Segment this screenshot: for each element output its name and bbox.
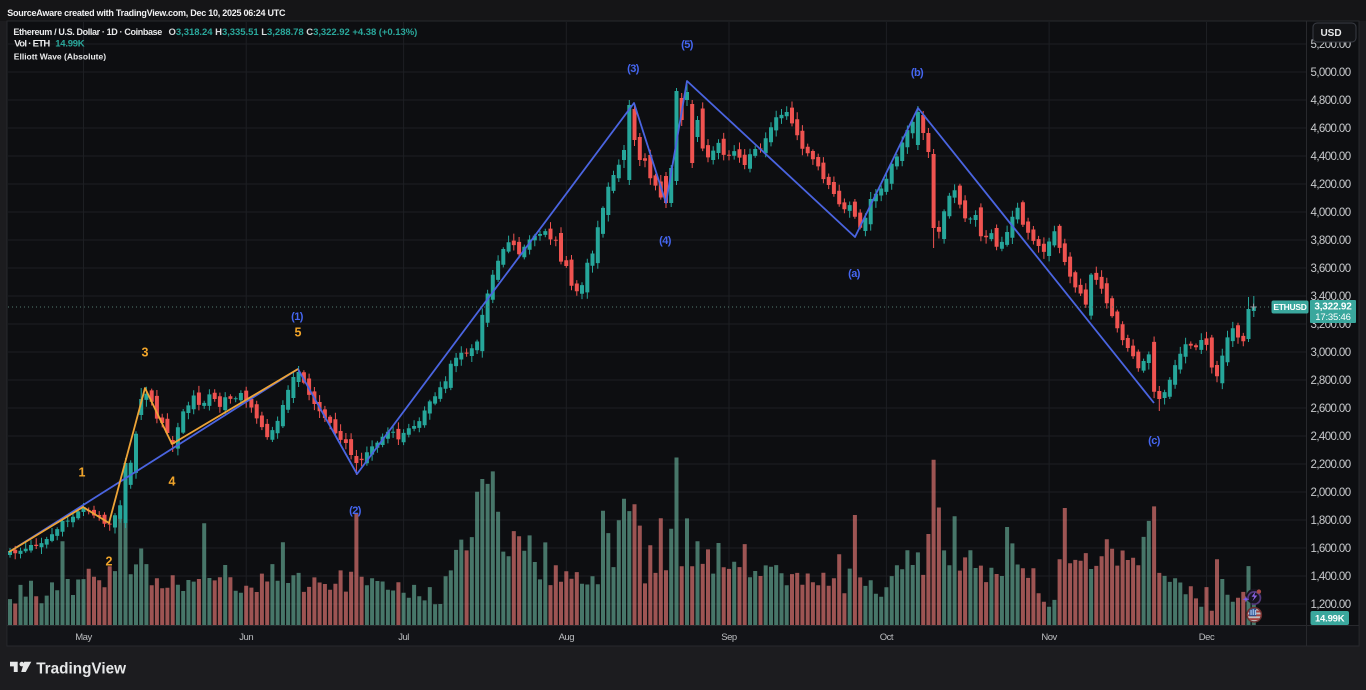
svg-text:14.99K: 14.99K	[55, 39, 84, 50]
svg-text:Ethereum / U.S. Dollar · 1D ·: Ethereum / U.S. Dollar · 1D · Coinbase	[13, 27, 162, 37]
svg-text:3,800.00: 3,800.00	[1311, 235, 1351, 247]
svg-text:4,200.00: 4,200.00	[1311, 179, 1351, 191]
svg-text:O3,318.24 H3,335.51 L3,288.78: O3,318.24 H3,335.51 L3,288.78 C3,322.92 …	[169, 27, 418, 38]
svg-text:4,400.00: 4,400.00	[1311, 151, 1351, 163]
svg-text:2,600.00: 2,600.00	[1311, 403, 1351, 415]
svg-text:4,000.00: 4,000.00	[1311, 207, 1351, 219]
svg-text:Vol · ETH: Vol · ETH	[14, 39, 50, 50]
svg-text:5,000.00: 5,000.00	[1311, 67, 1351, 79]
svg-text:2,800.00: 2,800.00	[1311, 375, 1351, 387]
svg-text:2: 2	[106, 555, 113, 569]
svg-text:TradingView: TradingView	[36, 661, 126, 678]
svg-text:3,322.92: 3,322.92	[1314, 302, 1352, 313]
svg-text:4,800.00: 4,800.00	[1311, 95, 1351, 107]
svg-text:Oct: Oct	[880, 632, 894, 643]
svg-text:(4): (4)	[659, 235, 672, 247]
svg-text:Sep: Sep	[721, 632, 737, 643]
svg-text:1,800.00: 1,800.00	[1311, 515, 1351, 527]
svg-text:4,600.00: 4,600.00	[1311, 123, 1351, 135]
svg-text:(1): (1)	[291, 311, 304, 323]
svg-text:2,400.00: 2,400.00	[1311, 431, 1351, 443]
svg-text:Jul: Jul	[398, 632, 409, 643]
svg-text:Dec: Dec	[1199, 632, 1215, 643]
svg-text:(a): (a)	[848, 268, 861, 280]
svg-text:2,000.00: 2,000.00	[1311, 487, 1351, 499]
svg-text:ETHUSD: ETHUSD	[1273, 302, 1306, 312]
svg-text:May: May	[75, 632, 92, 643]
svg-text:1,200.00: 1,200.00	[1311, 599, 1351, 611]
svg-text:3,600.00: 3,600.00	[1311, 263, 1351, 275]
svg-text:4: 4	[169, 475, 176, 489]
svg-text:14.99K: 14.99K	[1315, 614, 1345, 625]
svg-text:Jun: Jun	[239, 632, 253, 643]
svg-text:(5): (5)	[681, 39, 694, 51]
svg-text:2,200.00: 2,200.00	[1311, 459, 1351, 471]
svg-text:1,400.00: 1,400.00	[1311, 571, 1351, 583]
svg-text:(2): (2)	[349, 505, 362, 517]
svg-text:3,000.00: 3,000.00	[1311, 347, 1351, 359]
svg-text:Aug: Aug	[559, 632, 575, 643]
svg-text:(b): (b)	[911, 67, 924, 79]
svg-text:Nov: Nov	[1041, 632, 1057, 643]
svg-text:1: 1	[79, 466, 86, 480]
svg-text:Elliott Wave (Absolute): Elliott Wave (Absolute)	[14, 51, 106, 61]
svg-text:3: 3	[142, 346, 149, 360]
svg-text:17:35:46: 17:35:46	[1315, 312, 1350, 323]
svg-text:SourceAware created with Tradi: SourceAware created with TradingView.com…	[7, 8, 286, 18]
svg-text:(c): (c)	[1148, 435, 1161, 447]
svg-text:1,600.00: 1,600.00	[1311, 543, 1351, 555]
svg-text:(3): (3)	[627, 63, 640, 75]
svg-text:+: +	[1250, 299, 1258, 314]
svg-text:USD: USD	[1320, 28, 1341, 39]
svg-text:5: 5	[295, 326, 302, 340]
